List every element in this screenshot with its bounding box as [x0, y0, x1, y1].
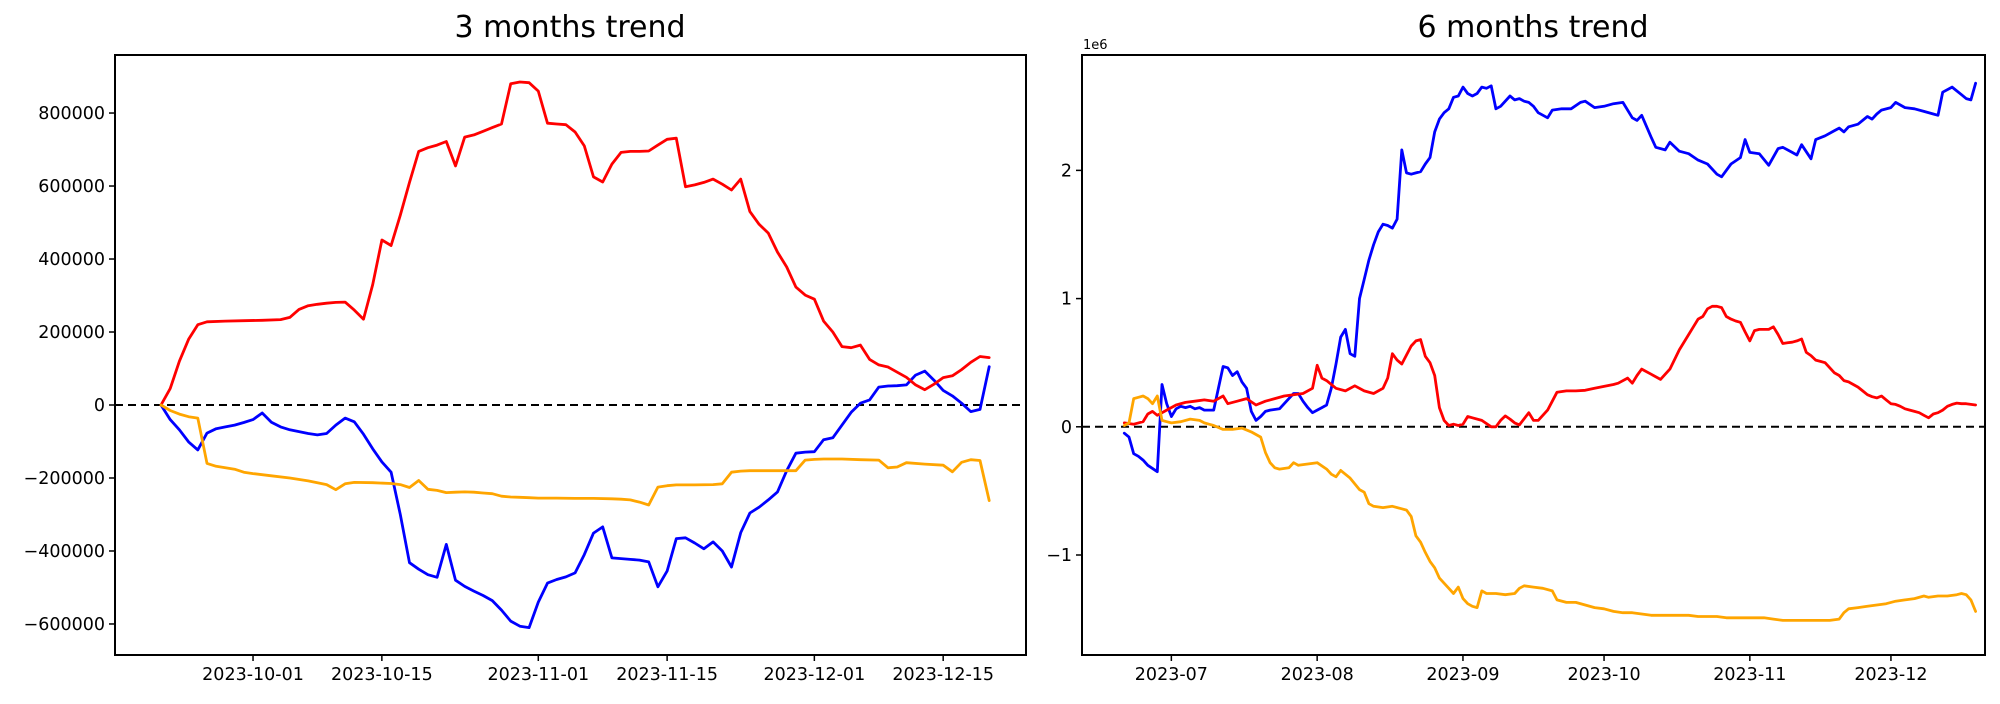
y-axis-tick-label: −400000 — [24, 542, 105, 562]
y-axis-offset-label: 1e6 — [1083, 38, 1108, 53]
y-axis-tick-label: 800000 — [38, 104, 105, 124]
y-axis-tick-label: 1 — [1061, 290, 1072, 310]
x-axis-tick-label: 2023-10-01 — [202, 665, 304, 685]
y-axis-tick-label: 2 — [1061, 161, 1072, 181]
x-axis-tick-label: 2023-09 — [1426, 665, 1499, 685]
series-line-blue — [159, 365, 991, 629]
x-axis-tick-label: 2023-12-01 — [764, 665, 866, 685]
series-line-red — [1122, 304, 1977, 429]
y-axis-tick-label: 0 — [1061, 418, 1072, 438]
plot-frame — [1081, 54, 1986, 656]
y-axis-tick-label: −200000 — [24, 469, 105, 489]
plot-frame — [114, 54, 1027, 656]
chart-6-months-trend: 2023-07 2023-08 2023-09 2023-10 2023-11 2023-… — [1046, 38, 1986, 685]
chart-3-months-trend: 2023-10-01 2023-10-15 2023-11-01 2023-11-15… — [24, 54, 1027, 685]
x-axis-tick-label: 2023-08 — [1281, 665, 1354, 685]
x-axis-tick-label: 2023-10-15 — [331, 665, 433, 685]
x-axis-tick-label: 2023-11 — [1713, 665, 1786, 685]
x-axis-tick-label: 2023-12-15 — [892, 665, 994, 685]
series-line-orange — [1122, 394, 1977, 622]
x-axis-tick-label: 2023-12 — [1854, 665, 1927, 685]
x-axis-tick-label: 2023-07 — [1135, 665, 1208, 685]
chart-title-3-months: 3 months trend — [454, 10, 686, 45]
series-line-blue — [1122, 81, 1977, 474]
x-axis-tick-label: 2023-10 — [1567, 665, 1640, 685]
y-axis-tick-label: 400000 — [38, 250, 105, 270]
x-axis-tick-label: 2023-11-15 — [616, 665, 718, 685]
y-axis-tick-label: 0 — [94, 396, 105, 416]
y-axis-tick-label: 200000 — [38, 323, 105, 343]
y-axis-tick-label: −1 — [1046, 546, 1072, 566]
series-line-orange — [159, 403, 991, 507]
x-axis-tick-label: 2023-11-01 — [487, 665, 589, 685]
series-line-red — [159, 80, 991, 407]
y-axis-tick-label: 600000 — [38, 177, 105, 197]
chart-title-6-months: 6 months trend — [1417, 10, 1649, 45]
y-axis-tick-label: −600000 — [24, 615, 105, 635]
